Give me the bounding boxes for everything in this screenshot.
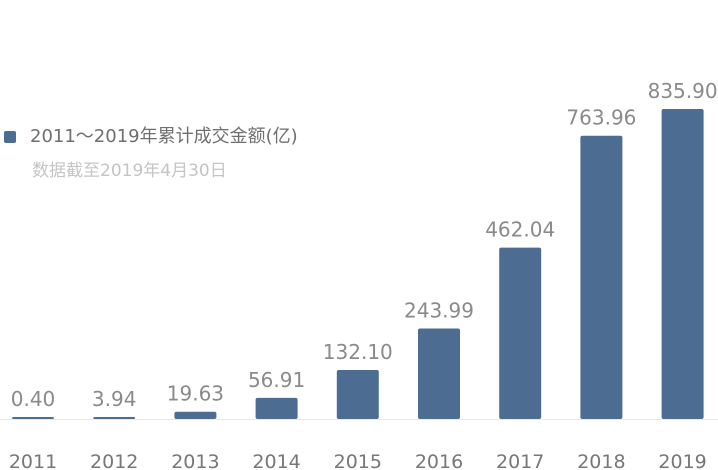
data-label-2018: 763.96 xyxy=(566,106,636,130)
data-label-2012: 3.94 xyxy=(92,387,137,411)
legend-swatch xyxy=(4,131,16,143)
x-tick-label-2016: 2016 xyxy=(415,451,463,470)
legend-label: 2011～2019年累计成交金额(亿) xyxy=(30,126,298,147)
bar-2015 xyxy=(336,370,379,419)
x-tick-label-2019: 2019 xyxy=(658,451,706,470)
data-label-2011: 0.40 xyxy=(11,387,56,411)
data-cutoff-note: 数据截至2019年4月30日 xyxy=(32,161,227,181)
data-label-2014: 56.91 xyxy=(248,368,305,392)
data-label-2013: 19.63 xyxy=(167,382,224,406)
bar-2019 xyxy=(661,109,704,419)
data-label-2016: 243.99 xyxy=(404,299,474,323)
data-label-2017: 462.04 xyxy=(485,218,555,242)
data-label-2015: 132.10 xyxy=(323,340,393,364)
bar-2014 xyxy=(255,397,298,419)
x-tick-label-2013: 2013 xyxy=(171,451,219,470)
x-tick-label-2018: 2018 xyxy=(577,451,625,470)
x-tick-label-2015: 2015 xyxy=(334,451,382,470)
x-tick-label-2017: 2017 xyxy=(496,451,544,470)
x-tick-label-2012: 2012 xyxy=(90,451,138,470)
bar-2012 xyxy=(93,417,136,419)
x-tick-label-2014: 2014 xyxy=(252,451,300,470)
x-tick-label-2011: 2011 xyxy=(9,451,57,470)
bar-2013 xyxy=(174,411,217,419)
data-labels-group: 0.40 3.94 19.63 56.91 132.10 243.99 462.04 763.… xyxy=(11,79,718,411)
bar-2017 xyxy=(499,247,542,419)
bar-2016 xyxy=(418,328,460,419)
data-label-2019: 835.90 xyxy=(648,79,718,103)
x-tick-labels-group: 2011 2012 2013 2014 2015 2016 2017 2018 2019 xyxy=(9,451,707,470)
legend: 2011～2019年累计成交金额(亿) 数据截至2019年4月30日 xyxy=(4,124,298,182)
legend-item: 2011～2019年累计成交金额(亿) xyxy=(4,124,298,150)
bar-2018 xyxy=(580,135,623,419)
bars-group xyxy=(12,109,704,419)
bar-2011 xyxy=(12,417,54,419)
